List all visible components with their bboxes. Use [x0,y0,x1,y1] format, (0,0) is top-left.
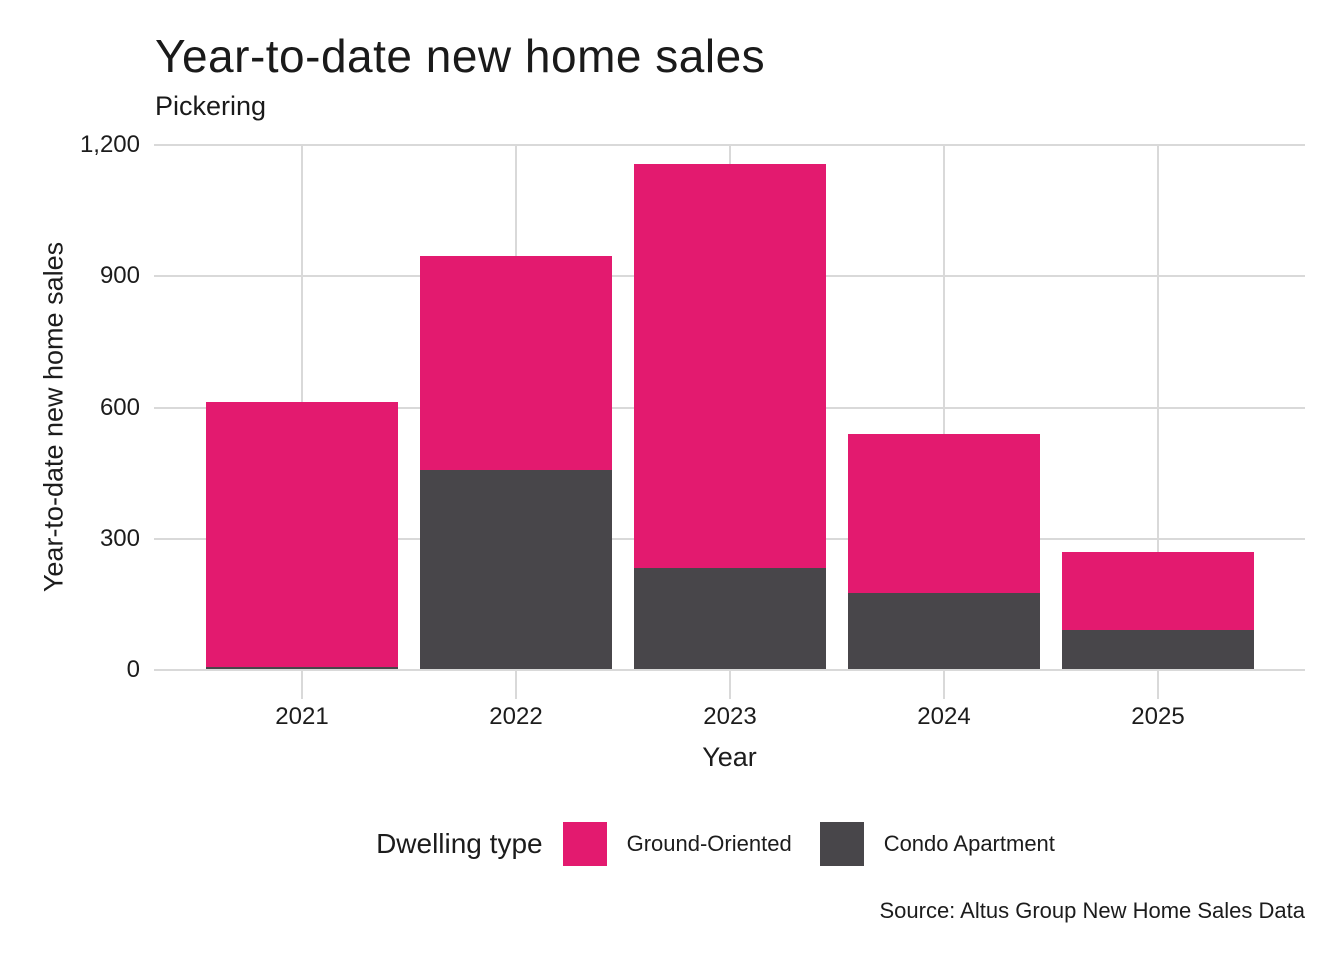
bar-2022-ground-oriented [420,256,612,470]
legend-label-condo-apartment: Condo Apartment [883,831,1055,856]
legend-label-ground-oriented: Ground-Oriented [626,831,792,856]
y-tick-label-900: 900 [99,262,140,290]
x-tick-label-2025: 2025 [1131,703,1185,730]
x-tick-2022 [515,671,517,699]
x-tick-2025 [1157,671,1159,699]
legend: Dwelling type Ground-Oriented Condo Apart… [154,814,1305,874]
gridline-x-2025 [1157,144,1159,669]
bar-2025-ground-oriented [1062,552,1254,630]
bar-2023-ground-oriented [634,164,826,568]
x-tick-2024 [943,671,945,699]
x-tick-label-2021: 2021 [275,703,329,730]
bar-2021-condo-apartment [206,666,398,669]
bar-2021-ground-oriented [206,401,398,667]
bar-2024-condo-apartment [848,592,1040,669]
bar-2023-condo-apartment [634,567,826,669]
bar-2025-condo-apartment [1062,629,1254,669]
y-tick-label-0: 0 [126,656,140,683]
x-tick-label-2022: 2022 [489,703,543,730]
y-tick-label-600: 600 [99,393,140,421]
x-tick-label-2024: 2024 [917,703,971,730]
x-tick-2023 [729,671,731,699]
legend-item-ground-oriented: Ground-Oriented [562,822,802,866]
gridline-x-2024 [943,144,945,669]
bar-2024-ground-oriented [848,433,1040,593]
x-axis-title: Year [702,742,757,772]
chart-title: Year-to-date new home sales [155,30,766,82]
source-note: Source: Altus Group New Home Sales Data [879,898,1305,923]
chart-subtitle: Pickering [155,91,267,121]
legend-swatch-condo-apartment [819,822,864,866]
legend-item-condo-apartment: Condo Apartment [819,822,1065,866]
x-tick-2021 [301,671,303,699]
gridline-y-0 [154,669,1305,671]
plot-panel [154,144,1305,671]
bar-2022-condo-apartment [420,469,612,669]
legend-items: Ground-Oriented Condo Apartment [562,822,1083,866]
legend-swatch-ground-oriented [562,822,607,866]
x-tick-label-2023: 2023 [703,703,757,730]
y-tick-label-1200: 1,200 [79,131,140,158]
legend-title: Dwelling type [376,828,543,859]
y-tick-label-300: 300 [99,524,140,552]
